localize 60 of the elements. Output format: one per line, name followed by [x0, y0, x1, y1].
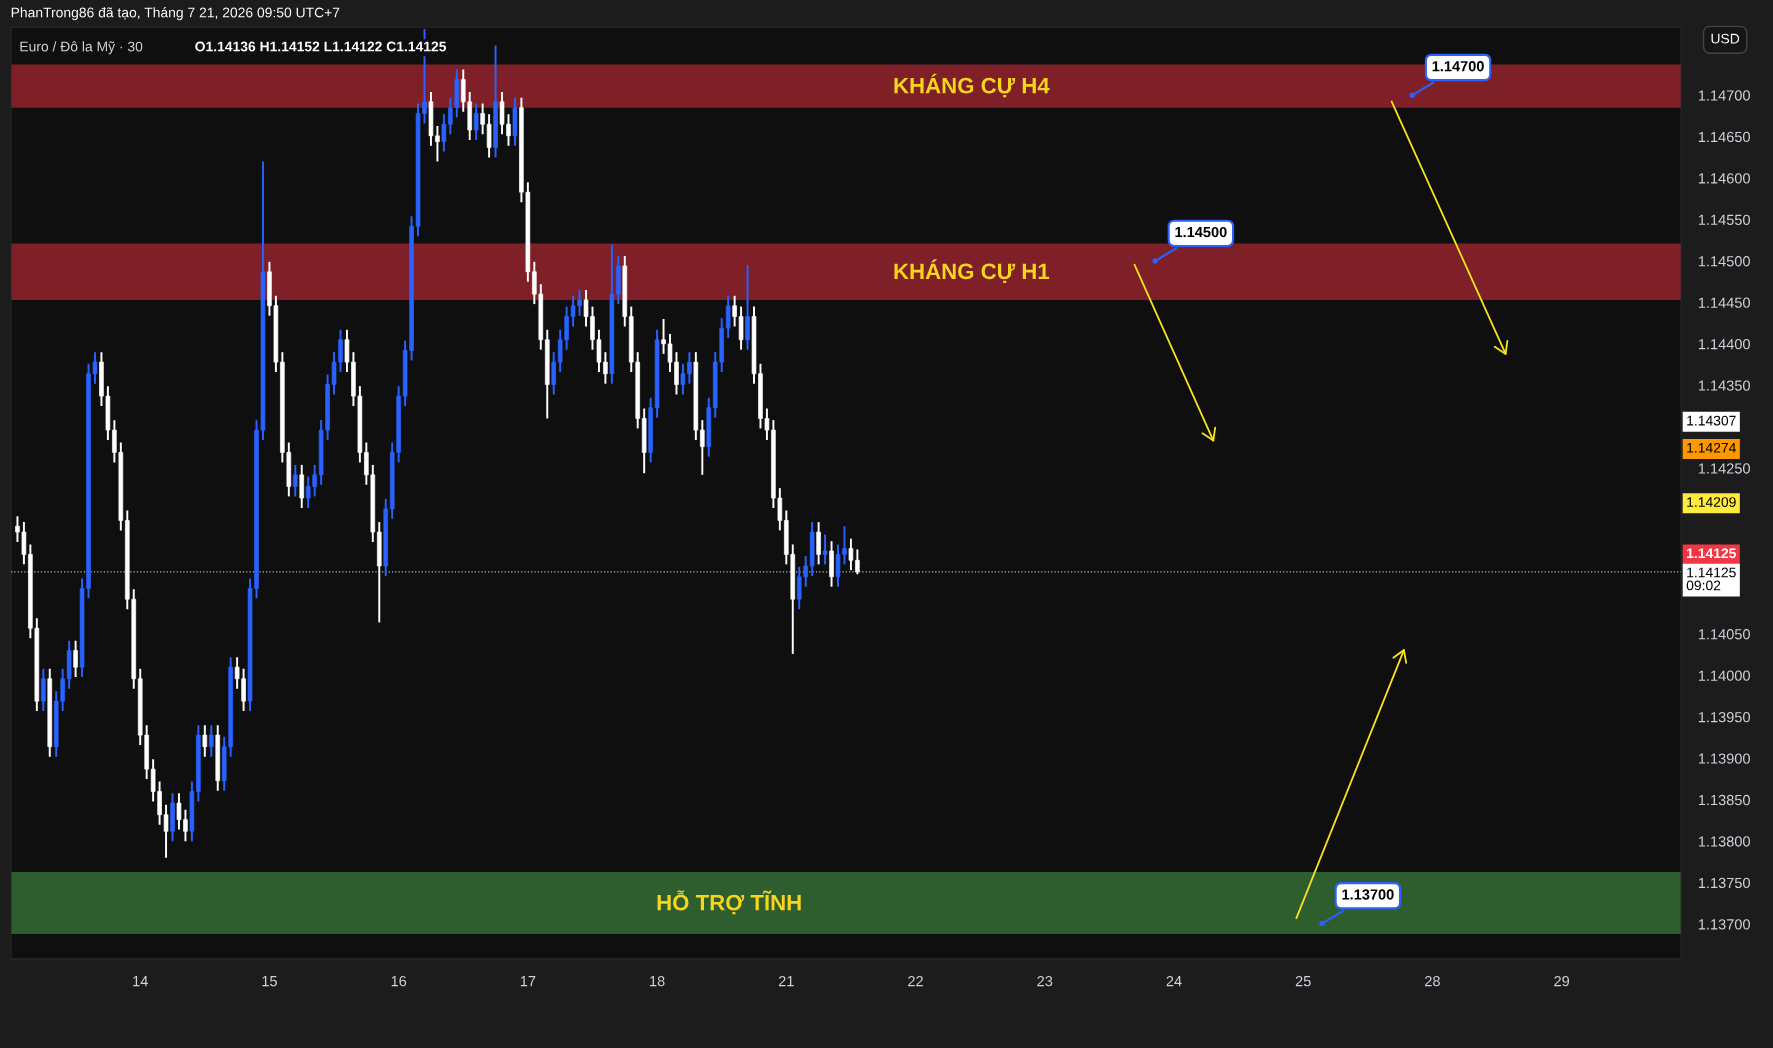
- y-tick-label: 1.14400: [1698, 338, 1750, 350]
- x-tick-label: 29: [1554, 975, 1570, 987]
- candlestick: [551, 351, 556, 396]
- candlestick: [486, 113, 492, 159]
- ref-line-label: 1.14125: [1687, 548, 1736, 559]
- candlestick: [822, 533, 828, 566]
- candlestick: [73, 639, 78, 679]
- x-tick-label: 24: [1166, 975, 1182, 987]
- x-tick-label: 21: [778, 975, 794, 987]
- candlestick: [480, 102, 485, 136]
- x-tick-label: 18: [650, 975, 665, 987]
- y-tick-label: 1.14000: [1698, 670, 1750, 681]
- band-label: KHÁNG CỰ H4: [894, 73, 1050, 98]
- text: Euro / Đô la Mỹ · 30: [20, 41, 143, 55]
- x-tick-label: 28: [1425, 975, 1440, 987]
- annotation: 1.14700: [1432, 61, 1484, 72]
- x-tick-label: 22: [908, 975, 923, 987]
- y-tick-label: 1.14550: [1698, 214, 1750, 225]
- x-tick-label: 17: [520, 976, 536, 987]
- candlestick: [441, 113, 447, 153]
- y-tick-label: 1.14250: [1698, 463, 1750, 474]
- x-tick-label: 23: [1037, 975, 1053, 987]
- candlestick: [202, 724, 208, 758]
- annotation: 1.13700: [1342, 889, 1394, 900]
- band-label: KHÁNG CỰ H1: [894, 259, 1050, 283]
- candlestick: [700, 419, 705, 476]
- y-tick-label: 1.14700: [1698, 90, 1750, 101]
- x-tick-label: 15: [262, 976, 277, 987]
- text: USD: [1711, 33, 1740, 44]
- y-tick-label: 1.13850: [1698, 794, 1750, 806]
- candlestick: [292, 463, 298, 498]
- y-tick-label: 1.13950: [1698, 711, 1750, 723]
- y-tick-label: 1.14050: [1698, 629, 1750, 640]
- candlestick: [745, 264, 750, 351]
- y-tick-label: 1.13900: [1698, 753, 1750, 764]
- y-tick-label: 1.14350: [1698, 380, 1750, 391]
- band-label: HỖ TRỢ TĨNH: [657, 890, 801, 915]
- x-tick-label: 16: [391, 975, 407, 987]
- y-tick-label: 1.13800: [1698, 836, 1750, 847]
- y-tick-label: 1.14500: [1698, 256, 1750, 267]
- text: 1.14274: [1687, 442, 1736, 453]
- text: 1.14125 09:02: [1686, 567, 1736, 591]
- y-tick-label: 1.14650: [1698, 131, 1750, 143]
- candlestick: [816, 521, 821, 566]
- y-tick-label: 1.13700: [1698, 919, 1750, 930]
- annotation: O1.14136 H1.14152 L1.14122 C1.14125: [195, 41, 447, 52]
- y-tick-label: 1.13750: [1698, 877, 1750, 889]
- candlestick: [208, 724, 214, 758]
- annotation: 1.14500: [1175, 226, 1227, 238]
- text: PhanTrong86 đã tạo, Tháng 7 21, 2026 09:50 UTC+7: [11, 7, 340, 21]
- y-tick-label: 1.14450: [1698, 297, 1750, 308]
- y-tick-label: 1.14600: [1698, 173, 1750, 184]
- candlestick: [725, 294, 731, 340]
- text: 1.14209: [1687, 497, 1736, 507]
- x-tick-label: 25: [1295, 975, 1311, 987]
- text: 1.14307: [1687, 415, 1736, 426]
- x-tick-label: 14: [133, 976, 148, 987]
- candlestick: [299, 463, 305, 509]
- candlestick: [473, 102, 479, 141]
- candlestick: [41, 667, 46, 713]
